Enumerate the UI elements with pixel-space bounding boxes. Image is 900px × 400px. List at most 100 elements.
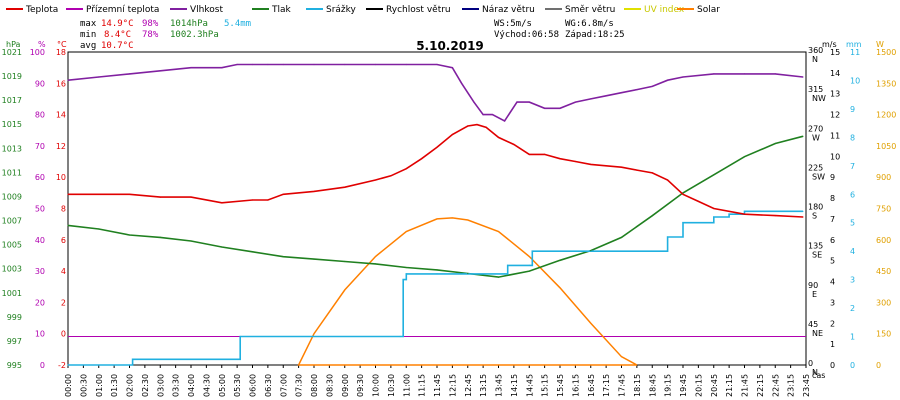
humidity-tick: 90	[35, 79, 45, 88]
data-point	[713, 207, 715, 210]
data-point	[802, 76, 804, 78]
data-point	[67, 193, 69, 195]
wind-direction-tick: E	[812, 290, 817, 299]
time-tick: 11:45	[433, 374, 442, 397]
data-point	[221, 67, 223, 69]
wind-direction-tick: 45	[808, 320, 818, 329]
data-point	[667, 236, 669, 238]
wind-speed-tick: 14	[830, 69, 840, 78]
data-point	[528, 270, 530, 272]
hpa-tick: 1013	[2, 144, 22, 153]
wind-speed-tick: 2	[830, 319, 835, 328]
stats-max-press: 1014hPa	[170, 19, 208, 29]
solar-tick: 1500	[876, 48, 896, 57]
wind-direction-tick: 270	[808, 124, 823, 133]
time-tick: 06:30	[264, 374, 273, 397]
time-tick: 08:00	[310, 374, 319, 397]
data-point	[531, 250, 533, 252]
humidity-tick: 30	[35, 267, 45, 276]
data-point	[467, 125, 469, 127]
stats-max-rain: 5.4mm	[224, 19, 251, 29]
hpa-tick: 1019	[2, 72, 22, 81]
data-point	[128, 234, 131, 236]
precipitation-tick: 10	[850, 76, 860, 85]
data-point	[605, 165, 607, 167]
hpa-tick: 1015	[2, 120, 22, 129]
precipitation-tick: 3	[850, 276, 855, 285]
data-point	[620, 166, 623, 168]
data-point	[132, 358, 134, 360]
data-point	[251, 251, 254, 253]
stats-sunrise: Východ:06:58	[494, 30, 559, 40]
hpa-tick: 995	[7, 361, 22, 370]
data-point	[313, 258, 315, 260]
data-point	[620, 92, 623, 94]
time-tick: 13:15	[479, 374, 488, 397]
time-tick: 07:00	[279, 374, 288, 397]
temperature-tick: 12	[56, 142, 66, 151]
data-point	[236, 358, 238, 360]
data-point	[697, 200, 700, 202]
precipitation-tick: 11	[850, 48, 860, 57]
wind-direction-tick: 225	[808, 163, 823, 172]
temperature-tick: 4	[61, 267, 66, 276]
solar-tick: 900	[876, 173, 891, 182]
data-point	[128, 73, 131, 75]
solar-tick: 450	[876, 267, 891, 276]
data-point	[485, 126, 487, 128]
data-point	[590, 98, 592, 100]
data-point	[473, 101, 475, 103]
time-tick: 19:15	[664, 374, 673, 397]
time-tick: 21:15	[725, 374, 734, 397]
legend-label: Vlhkost	[190, 5, 223, 15]
time-tick: 21:45	[741, 374, 750, 397]
data-point	[128, 364, 131, 366]
data-point	[436, 146, 438, 148]
data-point	[528, 153, 530, 155]
wind-direction-tick: S	[812, 212, 817, 221]
wind-speed-tick: 8	[830, 194, 835, 203]
data-point	[236, 63, 238, 66]
wind-direction-tick: SE	[812, 251, 822, 260]
stats-min-label: min	[80, 30, 96, 40]
data-point	[399, 335, 401, 338]
wind-direction-tick: SW	[812, 172, 825, 181]
data-point	[802, 210, 804, 212]
data-point	[374, 179, 377, 181]
time-tick: 14:15	[510, 374, 519, 397]
temperature-tick: 16	[56, 79, 66, 88]
legend-label: Přízemní teplota	[86, 5, 159, 15]
data-point	[774, 73, 776, 75]
wind-speed-tick: 0	[830, 361, 835, 370]
data-point	[682, 222, 684, 224]
data-point	[190, 240, 192, 242]
time-tick: 04:30	[202, 374, 211, 397]
time-tick: 09:30	[356, 374, 365, 397]
data-point	[651, 215, 653, 217]
temperature-tick: -2	[58, 361, 66, 370]
wind-direction-tick: 315	[808, 85, 823, 94]
stats-block: max 14.9°C 98% 1014hPa 5.4mm min 8.4°C 7…	[80, 19, 625, 51]
legend-label: Náraz větru	[482, 5, 535, 15]
data-point	[67, 224, 69, 226]
time-tick: 01:30	[110, 374, 119, 397]
data-point	[251, 199, 254, 201]
solar-tick: 750	[876, 205, 891, 214]
data-point	[482, 114, 484, 116]
data-point	[528, 101, 530, 103]
time-tick: 22:45	[771, 374, 780, 397]
data-point	[497, 136, 500, 138]
axis-mm-unit: mm	[846, 40, 862, 49]
data-point	[282, 256, 284, 258]
data-point	[221, 202, 223, 204]
data-point	[159, 196, 161, 198]
data-point	[436, 273, 438, 275]
solar-tick: 150	[876, 330, 891, 339]
wind-speed-tick: 7	[830, 215, 835, 224]
data-point	[282, 63, 284, 66]
precipitation-tick: 8	[850, 133, 855, 142]
data-point	[802, 216, 804, 218]
humidity-tick: 0	[40, 361, 45, 370]
